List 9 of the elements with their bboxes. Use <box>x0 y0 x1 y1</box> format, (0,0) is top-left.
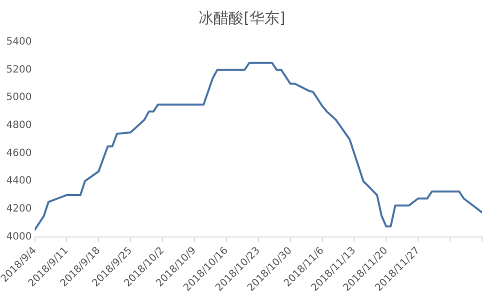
y-tick-label: 4600 <box>6 148 32 159</box>
y-tick-label: 5200 <box>6 64 32 76</box>
y-tick-label: 4200 <box>6 204 32 215</box>
chart-title: 冰醋酸[华东] <box>198 8 286 27</box>
y-tick-label: 4000 <box>6 231 32 242</box>
y-tick-label: 4400 <box>6 176 32 187</box>
y-tick-label: 5000 <box>6 92 32 104</box>
y-tick-label: 4800 <box>6 120 32 132</box>
y-tick-label: 5400 <box>6 36 32 48</box>
